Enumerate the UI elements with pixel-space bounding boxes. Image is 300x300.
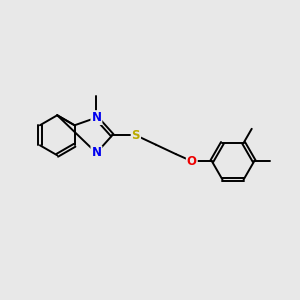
Text: N: N — [92, 146, 101, 159]
Text: S: S — [132, 129, 140, 142]
Text: N: N — [92, 111, 101, 124]
Text: O: O — [187, 155, 197, 168]
